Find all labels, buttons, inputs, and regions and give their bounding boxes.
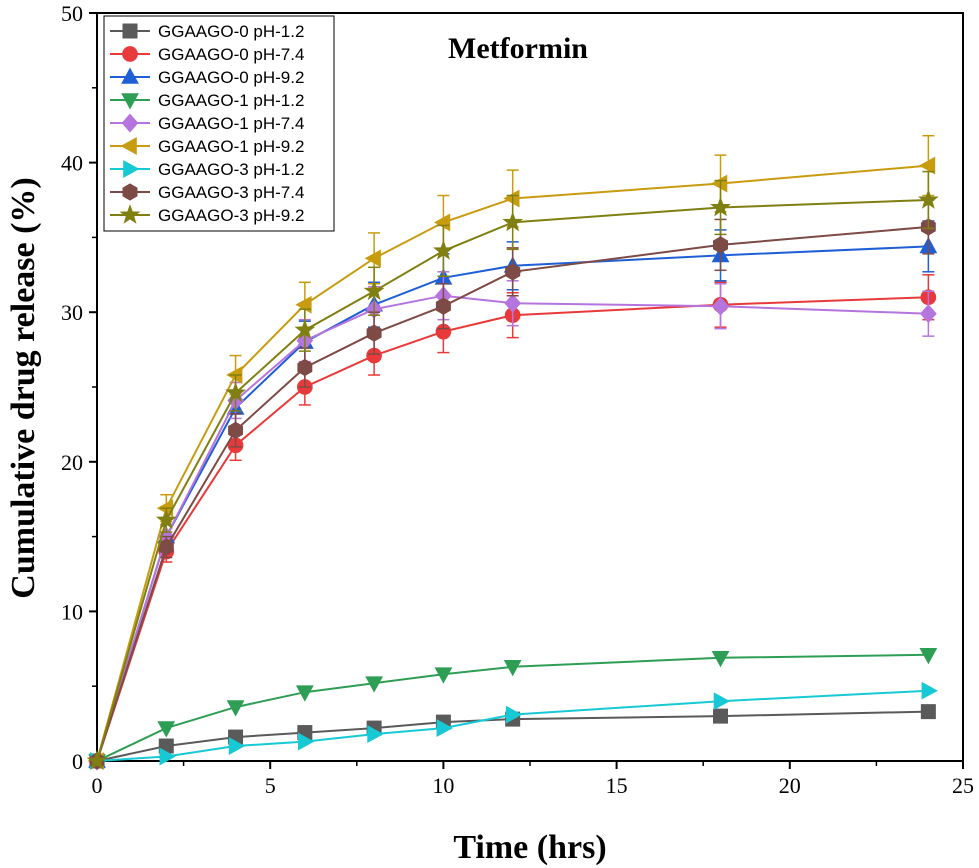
legend-label: GGAAGO-1 pH-7.4 xyxy=(158,114,304,133)
series-2 xyxy=(89,274,937,769)
legend-label: GGAAGO-3 pH-1.2 xyxy=(158,160,304,179)
legend-item: GGAAGO-3 pH-1.2 xyxy=(110,160,304,179)
data-point xyxy=(367,725,384,743)
data-point xyxy=(155,509,177,530)
data-point xyxy=(364,249,381,268)
data-point xyxy=(226,700,245,717)
data-point xyxy=(713,708,729,724)
data-point xyxy=(713,692,730,711)
legend-label: GGAAGO-1 pH-9.2 xyxy=(158,137,304,156)
series-line xyxy=(96,296,929,762)
data-point xyxy=(919,648,938,665)
data-point xyxy=(294,319,316,340)
legend-item: GGAAGO-1 pH-1.2 xyxy=(110,91,304,110)
chart-title: Metformin xyxy=(448,32,588,65)
series-line xyxy=(96,294,929,762)
data-point xyxy=(86,750,108,770)
data-point xyxy=(298,732,315,751)
y-tick-label: 20 xyxy=(61,450,83,475)
legend-item: GGAAGO-3 pH-9.2 xyxy=(110,204,304,225)
legend-label: GGAAGO-0 pH-1.2 xyxy=(158,22,304,41)
data-point xyxy=(502,211,524,232)
y-tick-label: 10 xyxy=(61,599,83,624)
data-point xyxy=(436,719,453,737)
data-point xyxy=(505,263,521,281)
legend-item: GGAAGO-0 pH-9.2 xyxy=(110,67,304,87)
legend-item: GGAAGO-0 pH-1.2 xyxy=(110,22,304,41)
x-tick-label: 0 xyxy=(92,773,103,798)
data-point xyxy=(365,676,384,693)
legend-label: GGAAGO-0 pH-9.2 xyxy=(158,68,304,87)
legend-marker xyxy=(121,113,139,133)
series-4 xyxy=(88,648,938,771)
legend-marker xyxy=(121,67,139,84)
legend-label: GGAAGO-3 pH-9.2 xyxy=(158,206,304,225)
data-point xyxy=(710,196,731,217)
data-point xyxy=(225,381,246,402)
data-point xyxy=(917,189,939,209)
legend-item: GGAAGO-3 pH-7.4 xyxy=(110,183,304,202)
legend: GGAAGO-0 pH-1.2 GGAAGO-0 pH-7.4 GGAAGO-0 p… xyxy=(103,15,335,232)
data-point xyxy=(297,358,313,377)
legend-marker xyxy=(122,23,138,39)
data-point xyxy=(433,239,454,260)
legend-marker xyxy=(121,93,139,110)
data-point xyxy=(363,280,385,301)
data-point xyxy=(228,421,243,439)
data-point xyxy=(295,685,314,702)
data-point xyxy=(712,296,729,316)
data-point xyxy=(435,297,451,315)
legend-label: GGAAGO-0 pH-7.4 xyxy=(158,45,304,64)
x-tick-label: 5 xyxy=(265,773,276,798)
y-tick-label: 50 xyxy=(61,1,83,26)
data-point xyxy=(433,213,451,232)
data-point xyxy=(503,189,520,208)
series-8 xyxy=(89,199,936,770)
legend-label: GGAAGO-1 pH-1.2 xyxy=(158,91,304,110)
series-layer xyxy=(86,134,939,771)
data-point xyxy=(228,737,246,755)
legend-item: GGAAGO-1 pH-7.4 xyxy=(110,113,304,133)
data-point xyxy=(921,681,938,700)
data-point xyxy=(503,660,522,677)
data-point xyxy=(159,747,176,766)
data-point xyxy=(505,705,523,724)
data-point xyxy=(918,156,936,175)
y-tick-label: 30 xyxy=(61,300,83,325)
series-9 xyxy=(86,170,939,770)
series-5 xyxy=(88,271,937,771)
data-point xyxy=(920,704,936,720)
data-point xyxy=(711,651,730,668)
y-tick-label: 40 xyxy=(61,151,83,176)
legend-marker xyxy=(119,204,141,224)
legend-marker xyxy=(122,183,138,201)
data-point xyxy=(158,538,174,556)
legend-label: GGAAGO-3 pH-7.4 xyxy=(158,183,304,202)
legend-item: GGAAGO-1 pH-9.2 xyxy=(110,137,304,156)
x-tick-label: 25 xyxy=(952,773,974,798)
data-point xyxy=(504,293,522,313)
y-tick-label: 0 xyxy=(72,749,83,774)
x-tick-label: 20 xyxy=(779,773,801,798)
axes: 0 5 10 15 20 25 0 10 20 30 40 50 xyxy=(61,1,974,798)
legend-marker xyxy=(122,46,138,62)
x-tick-label: 15 xyxy=(606,773,628,798)
legend-marker xyxy=(120,137,137,155)
x-axis-title: Time (hrs) xyxy=(453,829,606,866)
legend-marker xyxy=(123,160,140,178)
data-point xyxy=(157,721,176,738)
data-point xyxy=(711,174,728,193)
legend-item: GGAAGO-0 pH-7.4 xyxy=(110,45,304,64)
data-point xyxy=(920,304,937,324)
data-point xyxy=(713,236,728,254)
data-point xyxy=(434,667,453,684)
data-point xyxy=(366,324,382,342)
x-tick-label: 10 xyxy=(432,773,454,798)
y-axis-title: Cumulative drug release (%) xyxy=(5,177,42,598)
